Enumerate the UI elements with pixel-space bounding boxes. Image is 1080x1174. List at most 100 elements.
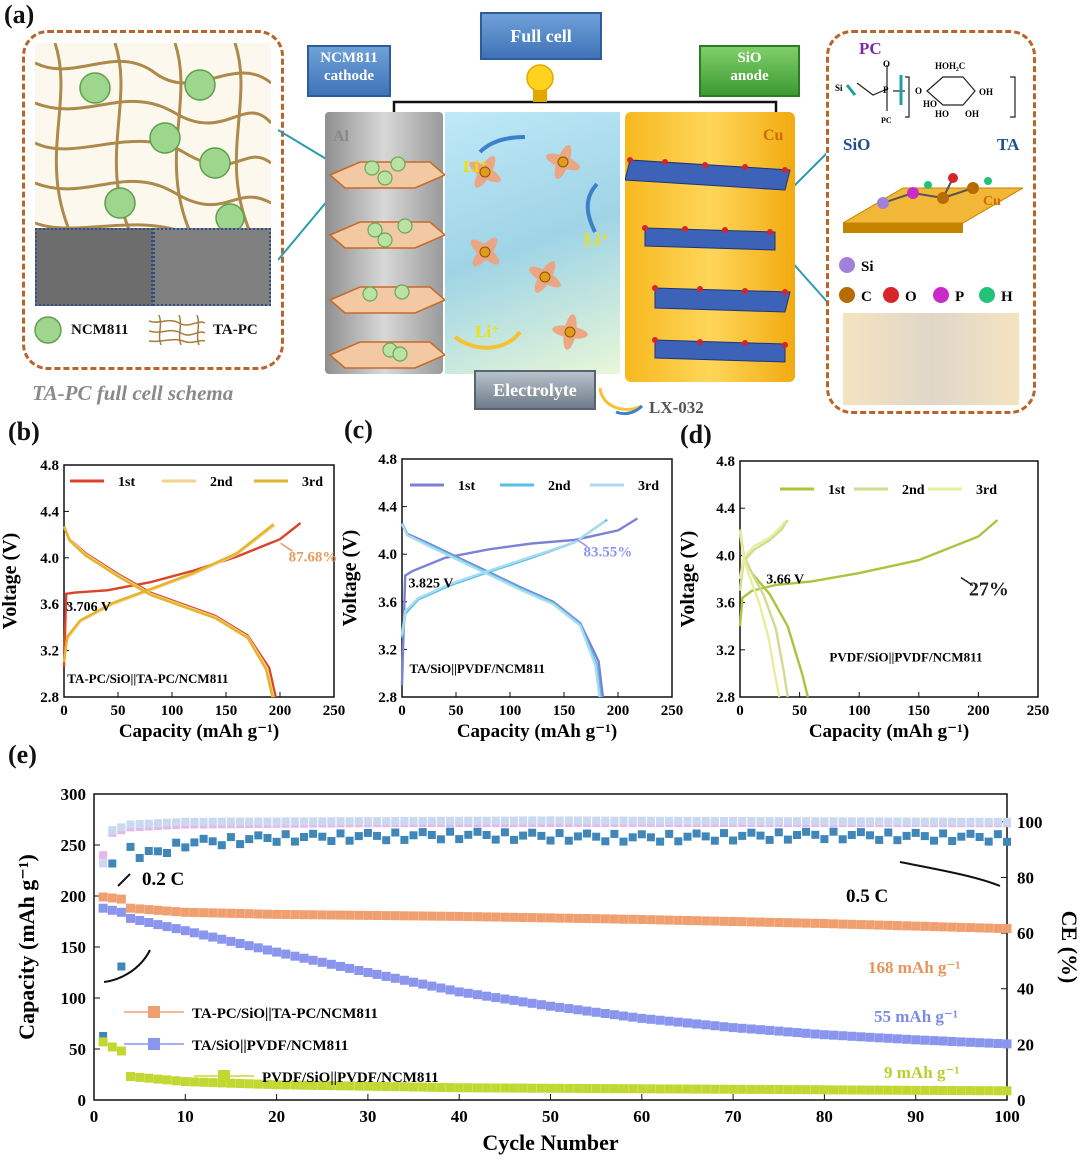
ce-marker [619, 837, 628, 846]
atom-p: P [955, 289, 964, 305]
capacity-marker [116, 1046, 126, 1056]
ce-marker [172, 818, 181, 827]
capacity-marker [500, 912, 510, 922]
ce-marker [875, 817, 884, 826]
ce-marker [382, 836, 391, 845]
ce-marker [939, 817, 948, 826]
capacity-marker [728, 1084, 738, 1094]
ce-marker [884, 817, 893, 826]
capacity-marker [719, 916, 729, 926]
capacity-marker [810, 1029, 820, 1039]
ce-marker [217, 817, 226, 826]
capacity-marker [482, 1083, 492, 1093]
capacity-marker [600, 1009, 610, 1018]
ce-marker [747, 828, 756, 837]
capacity-marker [500, 1083, 510, 1093]
ce-marker [400, 835, 409, 844]
capacity-marker [947, 1037, 957, 1046]
ta-pc-legend-label: TA-PC [213, 322, 258, 338]
x-tick-label: 0 [398, 703, 406, 719]
capacity-marker [536, 1000, 546, 1010]
capacity-marker [180, 907, 190, 917]
ce-marker [309, 817, 318, 826]
ce-marker [993, 830, 1002, 839]
capacity-marker [235, 1079, 245, 1088]
capacity-marker [1002, 924, 1012, 934]
ce-marker [793, 817, 801, 826]
panel-b-label: (b) [8, 417, 40, 446]
capacity-marker [619, 914, 628, 924]
capacity-marker [920, 921, 930, 931]
ce-marker [847, 817, 856, 826]
li-ion-label-3: Li⁺ [475, 322, 501, 341]
series-line [400, 523, 601, 698]
capacity-marker [263, 945, 272, 955]
capacity-marker [701, 916, 711, 926]
ce-marker [802, 827, 811, 836]
anode-title-line1: SiO [737, 50, 762, 66]
legend-label: 1st [458, 479, 475, 494]
ce-marker [327, 817, 336, 826]
x-axis-label: Capacity (mAh g⁻¹) [457, 721, 617, 742]
capacity-marker [381, 971, 391, 981]
ce-marker [838, 835, 847, 844]
atom-h: H [1001, 289, 1013, 305]
capacity-marker [372, 969, 382, 979]
capacity-marker [783, 1027, 793, 1037]
capacity-marker [381, 911, 391, 921]
legend-marker [148, 1006, 160, 1018]
y-tick-label: 2.8 [378, 690, 397, 706]
capacity-marker [774, 1085, 784, 1094]
capacity-marker [363, 910, 373, 920]
capacity-marker [865, 1032, 875, 1042]
capacity-marker [180, 926, 190, 936]
capacity-marker [619, 1084, 628, 1094]
capacity-marker [126, 1072, 135, 1081]
network-micrograph [843, 313, 1019, 405]
mol-ho-bottom: HO [935, 109, 949, 119]
capacity-marker [144, 918, 154, 927]
capacity-marker [591, 1084, 601, 1093]
capacity-marker [135, 1072, 145, 1082]
electrolyte-label: Electrolyte [493, 380, 577, 400]
capacity-marker [555, 1083, 565, 1093]
capacity-marker [390, 911, 400, 921]
capacity-marker [482, 912, 492, 922]
y-tick-label: 3.2 [40, 644, 59, 660]
capacity-marker [345, 1081, 355, 1091]
capacity-marker [564, 1083, 574, 1093]
legend-label: 1st [118, 475, 135, 490]
ce-marker [427, 831, 436, 839]
capacity-marker [966, 1086, 975, 1096]
y-axis-label: Voltage (V) [678, 531, 699, 627]
nanostructure-panel: NCM811 TA-PC [22, 30, 284, 370]
schema-caption: TA-PC full cell schema [32, 381, 234, 405]
y-axis-label: Voltage (V) [340, 530, 361, 626]
ce-marker [829, 817, 838, 826]
ce-marker [637, 830, 646, 839]
capacity-marker [801, 1085, 811, 1095]
efficiency-arrow [280, 542, 294, 552]
panel-e-label: (e) [8, 740, 37, 769]
legend-label: 1st [828, 483, 845, 498]
mol-o-ring: O [915, 86, 922, 96]
capacity-marker [938, 1086, 948, 1095]
ce-marker [637, 816, 646, 825]
efficiency-label: 87.68% [289, 549, 338, 565]
capacity-marker [847, 919, 857, 929]
ce-marker [573, 816, 582, 825]
capacity-marker [637, 915, 647, 924]
capacity-marker [518, 913, 528, 922]
capacity-marker [126, 903, 135, 913]
capacity-marker [637, 1013, 647, 1023]
series-line [62, 526, 274, 698]
ce-marker [537, 816, 546, 825]
capacity-marker [208, 908, 218, 918]
y2-axis-label: CE (%) [1057, 911, 1080, 984]
x-tick-label: 10 [177, 1107, 194, 1126]
legend-label: TA/SiO||PVDF/NCM811 [192, 1038, 348, 1054]
mol-oh-right: OH [979, 87, 993, 97]
series-line [738, 520, 787, 580]
capacity-marker [683, 916, 692, 925]
capacity-marker [345, 910, 355, 920]
